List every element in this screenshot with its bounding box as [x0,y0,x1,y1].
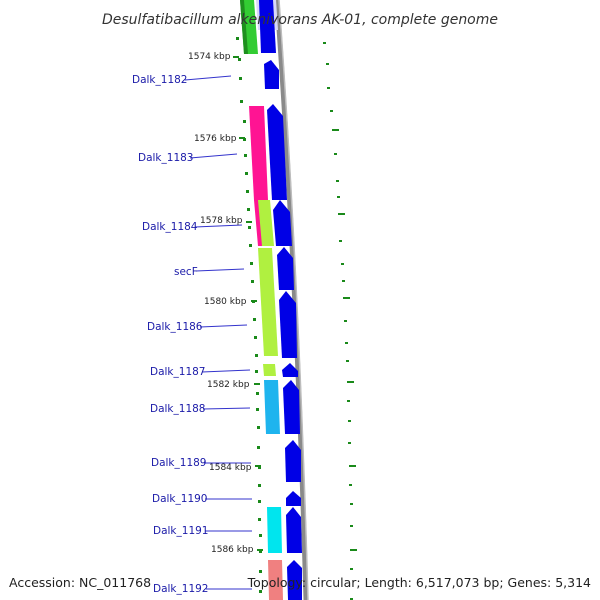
cog-block [264,380,280,434]
kbp-labels: 1574 kbp 1576 kbp 1578 kbp 1580 kbp 1582… [188,52,254,555]
cds-arrow [286,491,301,506]
cds-arrow [279,291,297,358]
kbp-label: 1584 kbp [209,463,252,473]
topology-text: Topology: circular; Length: 6,517,073 bp… [247,575,591,590]
outer-tick-marks [323,42,357,600]
cds-arrow [286,507,302,553]
inner-tick-marks [233,37,263,593]
gene-label-dalk-1192[interactable]: Dalk_1192 [153,583,209,595]
cog-track [240,0,283,600]
gene-label-dalk-1187[interactable]: Dalk_1187 [150,366,206,378]
cog-block [263,364,276,376]
cog-block [267,507,282,553]
cds-arrow [287,560,302,600]
cog-block [258,200,274,246]
gene-label-dalk-1186[interactable]: Dalk_1186 [147,321,203,333]
kbp-label: 1582 kbp [207,380,250,390]
cog-block [268,560,283,600]
genome-backbone [274,0,309,600]
gene-label-dalk-1191[interactable]: Dalk_1191 [153,525,209,537]
cds-arrow [277,247,294,290]
gene-label-dalk-1189[interactable]: Dalk_1189 [151,457,207,469]
gene-label-secf[interactable]: secF [174,266,198,278]
gene-label-dalk-1182[interactable]: Dalk_1182 [132,74,188,86]
cds-arrow [283,380,300,434]
cog-block [240,0,248,54]
cog-block [258,248,278,356]
gene-label-dalk-1188[interactable]: Dalk_1188 [150,403,206,415]
gene-label-dalk-1190[interactable]: Dalk_1190 [152,493,208,505]
cds-arrow [259,0,276,53]
cds-arrow [267,104,287,200]
kbp-label: 1586 kbp [211,545,254,555]
kbp-label: 1574 kbp [188,52,231,62]
accession-text: Accession: NC_011768 [9,575,151,590]
cds-arrow [273,200,292,246]
cds-arrow [282,363,298,377]
map-title: Desulfatibacillum alkenivorans AK-01, co… [102,12,498,28]
genome-backbone-highlight [278,0,309,600]
kbp-label: 1578 kbp [200,216,243,226]
kbp-label: 1580 kbp [204,297,247,307]
kbp-label: 1576 kbp [194,134,237,144]
gene-labels: Dalk_1182 Dalk_1183 Dalk_1184 secF Dalk_… [132,74,209,595]
leader-lines [184,75,252,590]
gene-label-dalk-1184[interactable]: Dalk_1184 [142,221,198,233]
cds-arrow [264,60,279,89]
cds-track [259,0,302,600]
gene-label-dalk-1183[interactable]: Dalk_1183 [138,152,194,164]
cds-arrow [285,440,301,482]
cog-block [249,106,268,200]
